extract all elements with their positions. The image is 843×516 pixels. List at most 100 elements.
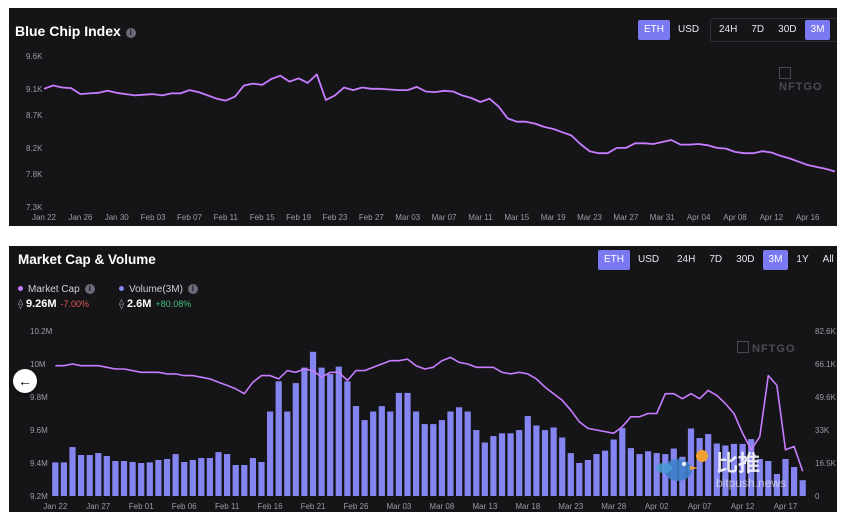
x-tick-label: Mar 18 (515, 502, 540, 511)
volume-bar (395, 392, 402, 496)
market-cap-line (55, 356, 804, 472)
x-tick-label: Mar 11 (468, 213, 493, 222)
volume-bar (95, 453, 102, 496)
eth-icon: ⟠ (119, 299, 124, 310)
panel-title: Blue Chip Index i (15, 23, 136, 39)
market-cap-volume-title: Market Cap & Volume (18, 252, 156, 267)
info-icon[interactable]: i (84, 284, 95, 294)
x-tick-label: Mar 31 (650, 213, 675, 222)
volume-bar (619, 428, 626, 496)
volume-bar (636, 454, 643, 496)
legend-volume[interactable]: Volume(3M) i ⟠ 2.6M +80.08% (119, 284, 198, 310)
range-7d-button[interactable]: 7D (709, 254, 723, 265)
volume-bar (138, 463, 145, 496)
x-tick-label: Feb 21 (301, 502, 326, 511)
volume-bar (507, 433, 514, 496)
x-tick-label: Jan 22 (43, 502, 68, 511)
eth-icon: ⟠ (18, 299, 23, 310)
volume-bar (78, 455, 85, 496)
market-cap-volume-panel: Market Cap & Volume ETH USD 24H 7D 30D 3… (9, 246, 837, 512)
volume-bar (69, 447, 76, 496)
volume-bar (86, 455, 93, 496)
volume-bar (370, 411, 377, 496)
volume-bar (765, 461, 772, 496)
x-tick-label: Jan 26 (68, 213, 93, 222)
range-1y-button[interactable]: 1Y (796, 254, 809, 265)
volume-bar (602, 450, 609, 496)
range-7d-button[interactable]: 7D (751, 24, 765, 35)
volume-bar (464, 411, 471, 496)
volume-bar (524, 416, 531, 496)
y-right-tick-label: 66.1K (815, 360, 837, 369)
volume-bar (309, 351, 317, 496)
range-30d-button[interactable]: 30D (736, 254, 755, 265)
volume-bar (748, 439, 755, 496)
range-3m-button[interactable]: 3M (762, 250, 789, 270)
volume-bar (696, 438, 703, 496)
blue-chip-index-panel: Blue Chip Index i ETH USD 24H 7D 30D 3M 1… (9, 8, 837, 226)
panel-title: Market Cap & Volume (18, 252, 156, 267)
x-tick-label: Apr 04 (687, 213, 711, 222)
x-tick-label: Apr 12 (731, 502, 755, 511)
usd-button[interactable]: USD (638, 254, 660, 265)
info-icon[interactable]: i (187, 284, 198, 294)
volume-bar (662, 454, 669, 496)
x-tick-label: Feb 15 (250, 213, 275, 222)
volume-bar (705, 434, 712, 496)
eth-button[interactable]: ETH (598, 250, 630, 270)
range-3m-button[interactable]: 3M (804, 20, 831, 40)
legend-market-cap[interactable]: Market Cap i ⟠ 9.26M -7.00% (18, 284, 95, 310)
y-right-tick-label: 0 (815, 492, 820, 501)
market-cap-volume-chart[interactable]: 10.2M 10M 9.8M 9.6M 9.4M 9.2M 82.6K 66.1K 49.6K 3… (9, 246, 837, 512)
range-24h-button[interactable]: 24H (719, 24, 738, 35)
volume-bar (447, 411, 454, 496)
bitpush-title: 比推 (716, 452, 761, 477)
y-left-tick-label: 9.2M (30, 492, 48, 501)
x-tick-label: Apr 16 (796, 213, 820, 222)
volume-bar (481, 442, 488, 496)
eth-button[interactable]: ETH (638, 20, 670, 40)
volume-bar (799, 480, 806, 496)
volume-bar (284, 411, 291, 496)
x-tick-label: Feb 07 (177, 213, 202, 222)
volume-bar (610, 439, 617, 496)
arrow-left-icon[interactable]: ← (13, 369, 37, 393)
volume-bar (189, 460, 196, 496)
x-tick-label: Mar 23 (577, 213, 602, 222)
volume-bar (318, 367, 325, 496)
market-cap-value: 9.26M (25, 298, 57, 310)
time-range-toggle: 24H 7D 30D 3M 1Y (710, 18, 837, 42)
volume-bar (258, 462, 265, 496)
currency-toggle: ETH USD (598, 249, 665, 271)
usd-button[interactable]: USD (678, 24, 700, 35)
info-icon[interactable]: i (125, 28, 136, 38)
y-left-tick-label: 10M (30, 360, 46, 369)
volume-value: 2.6M (126, 298, 152, 310)
x-tick-label: Jan 27 (86, 502, 111, 511)
volume-bar (421, 424, 428, 496)
range-24h-button[interactable]: 24H (677, 254, 696, 265)
bitpush-url: bitpush.news (716, 476, 787, 490)
volume-bar (739, 443, 746, 496)
volume-bar (52, 462, 59, 496)
range-all-button[interactable]: All (822, 254, 834, 265)
volume-bar (301, 367, 308, 496)
y-left-tick-label: 9.6M (30, 426, 48, 435)
volume-bar (413, 411, 420, 496)
x-tick-label: Feb 01 (129, 502, 154, 511)
y-tick-label: 8.2K (26, 144, 43, 153)
nftgo-watermark: NFTGO (779, 67, 837, 93)
volume-bar (713, 443, 720, 496)
y-tick-label: 9.1K (26, 85, 43, 94)
volume-bar (653, 453, 660, 496)
x-tick-label: Mar 19 (541, 213, 566, 222)
volume-bar (756, 459, 763, 496)
y-tick-label: 8.7K (26, 111, 43, 120)
volume-bar (163, 459, 171, 496)
x-tick-label: Mar 27 (613, 213, 638, 222)
x-tick-label: Feb 16 (258, 502, 283, 511)
x-tick-label: Feb 06 (172, 502, 197, 511)
range-30d-button[interactable]: 30D (778, 24, 797, 35)
volume-bar (224, 454, 231, 496)
